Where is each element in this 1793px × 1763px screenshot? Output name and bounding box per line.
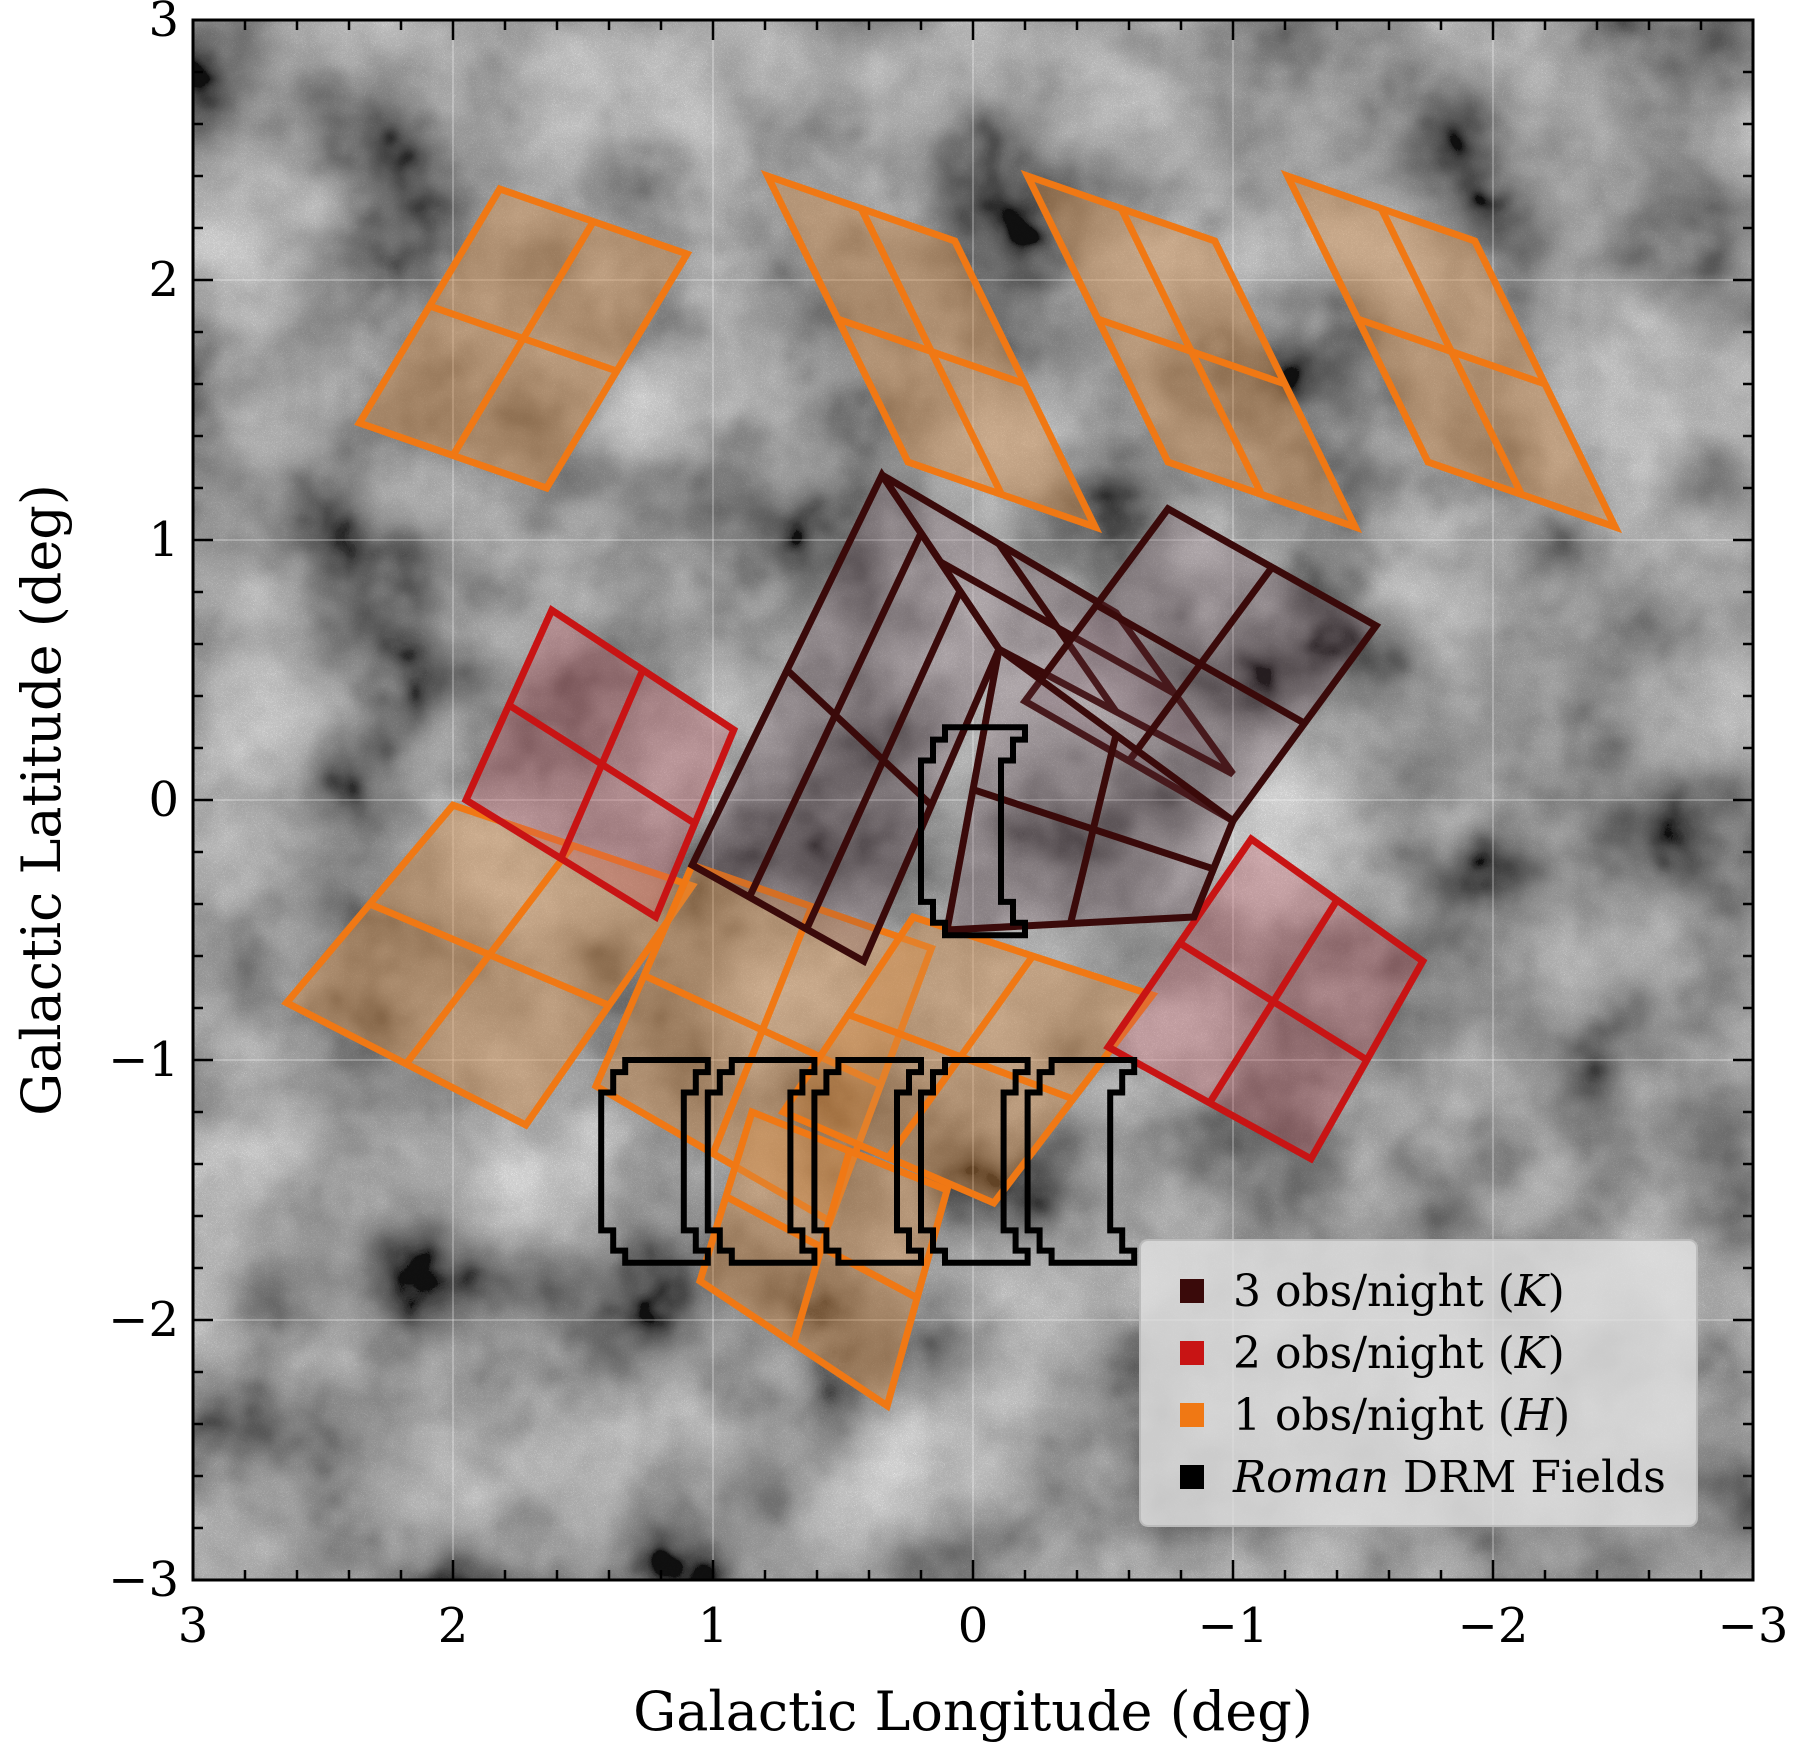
tile-divider: [938, 559, 1177, 697]
y-tick-label: 0: [148, 772, 179, 828]
axis-tick-labels: 3 2 1 0 −1 −2 −3 −3 −2 −1 0 1 2 3: [108, 0, 1788, 1654]
drm-field-row: [918, 1057, 1031, 1266]
survey-tile: [281, 801, 698, 1130]
tile-divider: [784, 667, 934, 808]
series-0-tiles: [281, 169, 1623, 1412]
x-tick-label: −2: [1458, 1598, 1529, 1654]
y-tick-label: 1: [148, 512, 179, 568]
y-tick-label: 3: [148, 0, 179, 48]
survey-tiles: [281, 169, 1623, 1412]
drm-field-row: [598, 1057, 711, 1266]
legend-label-2obs: 2 obs/night (K): [1233, 1328, 1565, 1379]
y-tick-label: 2: [148, 252, 179, 308]
legend-swatch-1obs: [1180, 1403, 1204, 1427]
x-tick-label: 0: [958, 1598, 989, 1654]
legend: 3 obs/night (K) 2 obs/night (K) 1 obs/ni…: [1139, 1239, 1698, 1527]
series-2-tiles: [687, 467, 1382, 967]
x-axis-label: Galactic Longitude (deg): [633, 1680, 1313, 1743]
tile-divider: [1094, 601, 1307, 727]
tile-divider: [428, 302, 618, 375]
tile-divider: [507, 702, 697, 827]
y-axis-label: Galactic Latitude (deg): [10, 484, 73, 1116]
y-tick-label: −3: [108, 1552, 179, 1608]
series-1-tiles: [461, 605, 1428, 1164]
y-tick-label: −2: [108, 1292, 179, 1348]
y-tick-label: −1: [108, 1032, 179, 1088]
tile-divider: [724, 1193, 919, 1301]
axis-ticks: [191, 18, 1755, 1582]
x-tick-label: 2: [438, 1598, 469, 1654]
drm-field-row: [704, 1057, 818, 1266]
drm-field-center: [918, 724, 1028, 939]
x-tick-label: 1: [698, 1598, 729, 1654]
legend-label-1obs: 1 obs/night (H): [1233, 1390, 1570, 1441]
tile-divider: [1096, 315, 1287, 388]
tile-divider: [846, 1011, 1075, 1103]
survey-tile: [695, 1107, 952, 1412]
tile-divider: [368, 900, 611, 1009]
legend-swatch-3obs: [1180, 1279, 1204, 1303]
legend-label-roman-drm: Roman DRM Fields: [1232, 1452, 1666, 1503]
x-tick-label: 3: [178, 1598, 209, 1654]
legend-box: [1139, 1239, 1698, 1527]
tile-divider: [1356, 315, 1547, 388]
legend-swatch-2obs: [1180, 1341, 1204, 1365]
x-tick-label: −3: [1718, 1598, 1789, 1654]
x-tick-label: −1: [1198, 1598, 1269, 1654]
legend-label-3obs: 3 obs/night (K): [1233, 1266, 1565, 1317]
legend-swatch-roman-drm: [1180, 1465, 1204, 1489]
tile-divider: [971, 786, 1215, 873]
drm-field-row: [811, 1057, 924, 1266]
tile-divider: [1177, 940, 1369, 1063]
roman-drm-fields: [598, 724, 1138, 1266]
drm-field-row: [1024, 1057, 1138, 1266]
tile-divider: [836, 315, 1027, 388]
survey-tile: [942, 643, 1238, 934]
